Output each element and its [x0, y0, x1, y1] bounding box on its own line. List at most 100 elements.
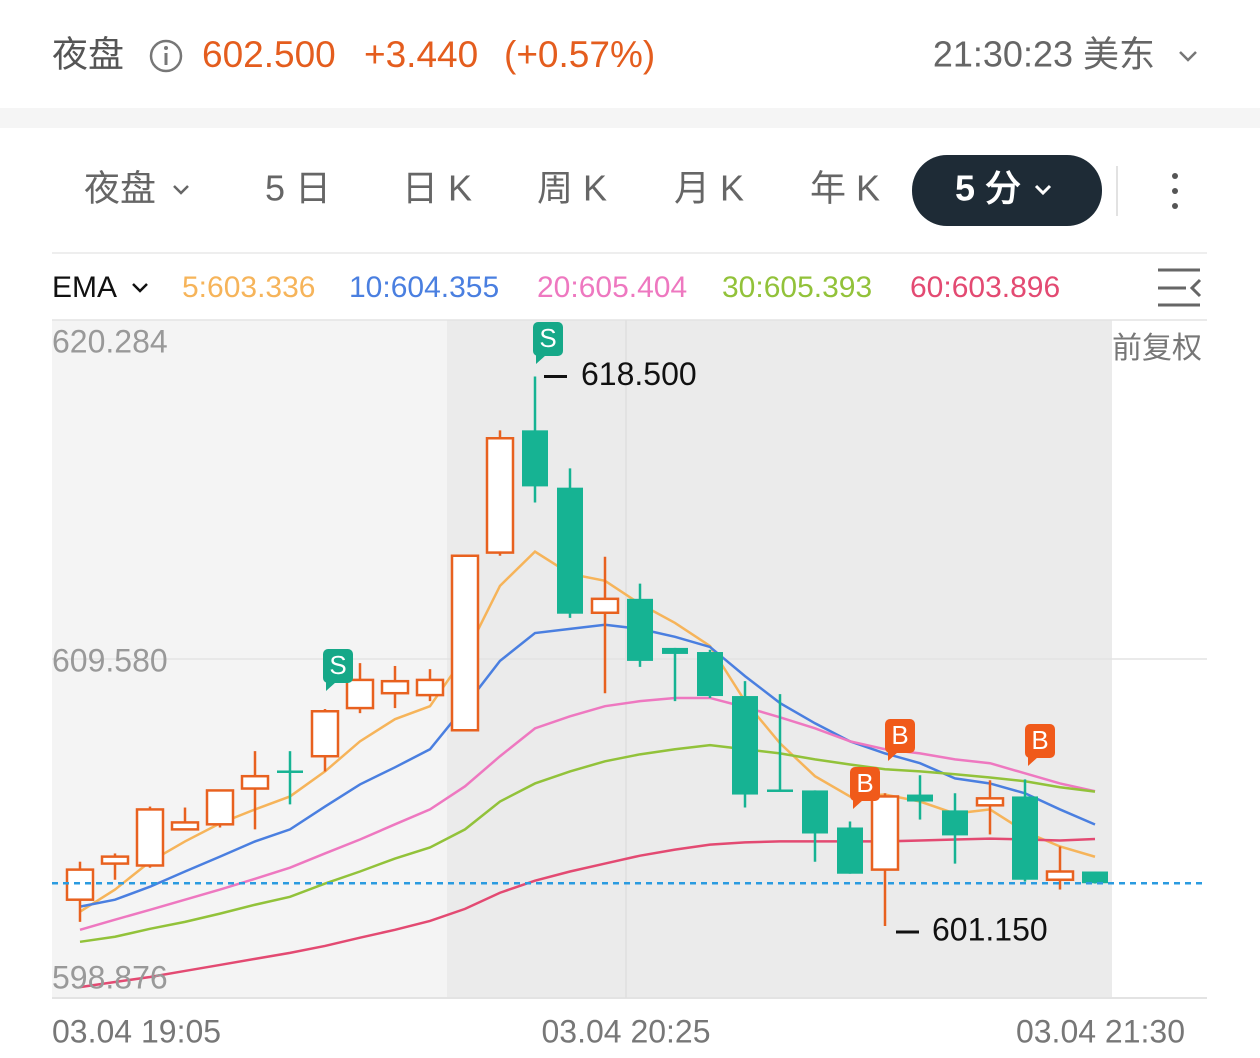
marker-bubble	[885, 719, 915, 753]
marker-bubble	[1025, 724, 1055, 758]
marker-bubble	[323, 649, 353, 683]
marker-bubble	[850, 767, 880, 801]
candle	[870, 793, 900, 926]
candle-body	[205, 789, 235, 826]
candle	[1012, 779, 1038, 882]
adjust-label[interactable]: 前复权	[1112, 332, 1202, 365]
trade-marker: B	[850, 767, 880, 809]
trade-marker: S	[323, 649, 353, 691]
y-tick-label: 620.284	[52, 323, 168, 359]
selected-tab-bg[interactable]	[912, 155, 1102, 226]
marker-tail	[1028, 757, 1038, 766]
legend-item: 30:605.393	[722, 271, 872, 304]
candle-body	[415, 678, 445, 697]
candle-body	[100, 855, 130, 865]
candle-body	[277, 770, 303, 773]
session-label: 夜盘	[52, 34, 124, 75]
trade-marker: B	[1025, 724, 1055, 766]
candle-body	[135, 808, 165, 867]
y-tick-label: 598.876	[52, 959, 168, 995]
candle	[732, 681, 758, 808]
candle-body	[1045, 870, 1075, 881]
marker-tail	[888, 752, 898, 761]
candle-body	[450, 554, 480, 732]
more-menu[interactable]	[1172, 173, 1178, 209]
x-tick-label: 03.04 20:25	[541, 1013, 710, 1049]
tab[interactable]: 5 日	[265, 168, 331, 209]
candle	[802, 790, 828, 862]
candle	[65, 861, 95, 922]
candle	[415, 669, 445, 702]
candle-body	[1012, 796, 1038, 880]
marker-label: S	[329, 650, 346, 680]
candle-body	[485, 437, 515, 554]
marker-label: B	[1031, 725, 1048, 755]
candle	[942, 793, 968, 864]
candle-body	[767, 789, 793, 792]
info-icon[interactable]	[149, 39, 183, 73]
time-chevron[interactable]	[1179, 51, 1197, 62]
candle	[380, 665, 410, 709]
tab[interactable]: 5 分	[955, 168, 1021, 209]
tab[interactable]: 年 K	[810, 168, 880, 209]
tab[interactable]: 夜盘	[84, 168, 156, 209]
ema-line	[79, 837, 1096, 989]
annotation: 618.500	[581, 356, 697, 392]
time[interactable]: 21:30:23 美东	[933, 34, 1155, 75]
candle	[1045, 846, 1075, 890]
trade-marker: S	[533, 322, 563, 364]
legend-item: 10:604.355	[349, 271, 499, 304]
candle-body	[870, 795, 900, 871]
ema-line	[79, 696, 1096, 931]
marker-label: B	[891, 720, 908, 750]
marker-tail	[853, 800, 863, 809]
candle	[590, 556, 620, 694]
candle	[627, 583, 653, 667]
candle-body	[697, 652, 723, 697]
tab-chevron	[173, 185, 189, 195]
dot	[1172, 173, 1178, 179]
candle	[345, 663, 375, 714]
ema-line	[79, 623, 1096, 908]
tab[interactable]: 日 K	[402, 168, 472, 209]
candle	[277, 751, 303, 805]
tab-chevron	[1034, 184, 1052, 196]
marker-tail	[536, 355, 546, 364]
tab[interactable]: 周 K	[537, 168, 607, 209]
dot	[1172, 203, 1178, 209]
tab[interactable]: 月 K	[674, 168, 744, 209]
marker-bubble	[533, 322, 563, 356]
indicator-chevron[interactable]	[132, 283, 148, 293]
candle	[975, 780, 1005, 835]
candle	[522, 376, 548, 503]
candle	[450, 554, 480, 732]
legend-item: 60:603.896	[910, 271, 1060, 304]
candle-body	[170, 821, 200, 831]
marker-label: S	[539, 323, 556, 353]
annotation: 601.150	[932, 911, 1048, 947]
indicator-name[interactable]: EMA	[52, 271, 117, 304]
candle-body	[557, 487, 583, 614]
candle	[907, 775, 933, 820]
info-circle	[149, 39, 183, 73]
candle-body	[65, 868, 95, 901]
candle	[662, 647, 688, 702]
dot	[1172, 188, 1178, 194]
change-pct: (+0.57%)	[504, 34, 655, 75]
candle	[100, 853, 130, 880]
marker-tail	[326, 682, 336, 691]
candle	[557, 468, 583, 618]
change: +3.440	[364, 34, 478, 75]
candle	[170, 807, 200, 831]
candle	[205, 789, 235, 828]
ema-line	[79, 550, 1096, 913]
candle-body	[907, 794, 933, 802]
candle-body	[522, 430, 548, 487]
x-tick-label: 03.04 19:05	[52, 1013, 221, 1049]
candle-body	[240, 774, 270, 790]
candle	[135, 806, 165, 868]
candle	[837, 821, 863, 874]
settings-icon[interactable]	[1158, 268, 1202, 307]
legend-item: 5:603.336	[182, 271, 315, 304]
